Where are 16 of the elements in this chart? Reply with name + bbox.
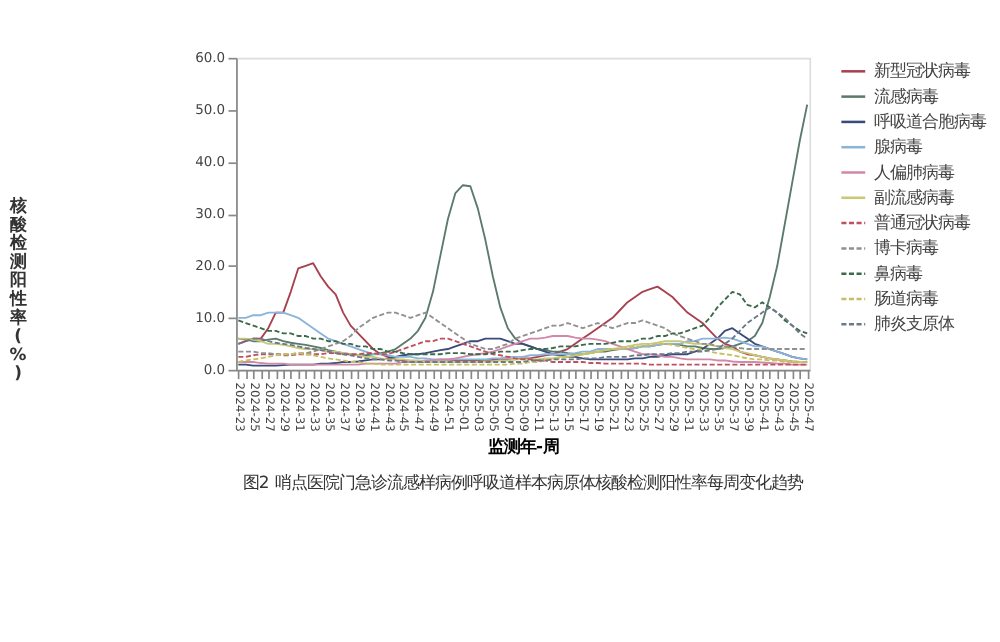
legend-label: 普通冠状病毒 xyxy=(873,212,970,233)
legend-label: 呼吸道合胞病毒 xyxy=(873,110,986,131)
text: 核酸检测阳性率(%) xyxy=(9,195,27,383)
x-axis-title: 监测年-周 xyxy=(488,436,560,457)
legend-label: 腺病毒 xyxy=(873,136,922,157)
line-series xyxy=(237,342,809,366)
legend-label: 肠道病毒 xyxy=(873,288,938,309)
legend-label: 博卡病毒 xyxy=(873,237,938,258)
line-series xyxy=(237,290,809,356)
legend-label: 鼻病毒 xyxy=(873,262,922,283)
legend-label: 副流感病毒 xyxy=(873,186,954,207)
legend-label: 肺炎支原体 xyxy=(873,313,954,334)
legend-label: 新型冠状病毒 xyxy=(873,60,970,81)
legend-label: 流感病毒 xyxy=(873,85,938,106)
caption: 图2 哨点医院门急诊流感样病例呼吸道样本病原体核酸检测阳性率每周变化趋势 xyxy=(242,472,803,493)
legend-label: 人偏肺病毒 xyxy=(873,161,954,182)
